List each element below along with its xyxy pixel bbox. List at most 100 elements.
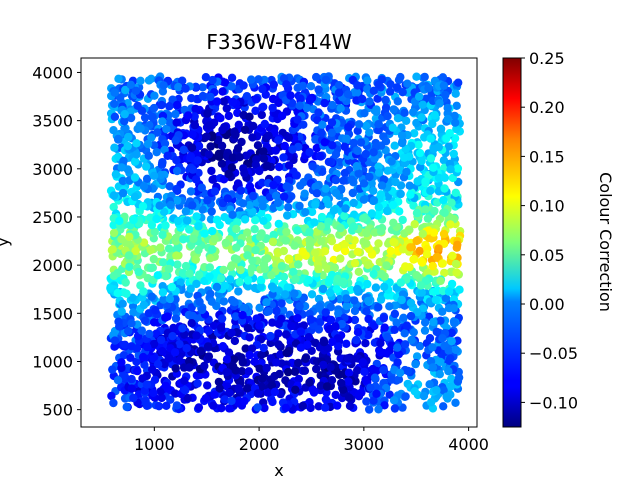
scatter-point [436, 316, 445, 325]
scatter-point [110, 143, 119, 152]
scatter-point [227, 73, 237, 83]
scatter-point [287, 321, 296, 331]
scatter-point [152, 329, 161, 338]
scatter-point [275, 369, 284, 379]
scatter-point [154, 402, 164, 411]
scatter-point [243, 228, 252, 237]
y-tick-label: 2500 [32, 208, 73, 227]
scatter-point [376, 227, 386, 236]
scatter-point [353, 284, 362, 294]
scatter-point [446, 220, 455, 229]
scatter-point [406, 243, 415, 252]
scatter-point [251, 160, 260, 169]
scatter-point [331, 150, 341, 159]
scatter-point [296, 343, 306, 352]
scatter-point [410, 129, 419, 138]
scatter-point [259, 343, 268, 353]
scatter-point [312, 143, 321, 153]
scatter-point [227, 82, 236, 91]
scatter-point [253, 141, 263, 150]
scatter-point [336, 254, 345, 263]
scatter-point [131, 86, 141, 96]
scatter-point [124, 326, 133, 336]
scatter-point [229, 355, 239, 364]
scatter-point [369, 396, 378, 405]
scatter-point [296, 327, 305, 336]
x-axis-label: x [274, 461, 283, 480]
scatter-point [387, 157, 396, 166]
scatter-point [452, 101, 461, 111]
scatter-point [349, 198, 358, 208]
scatter-point [301, 354, 310, 363]
scatter-point [109, 126, 118, 135]
scatter-point [418, 229, 427, 238]
scatter-point [201, 394, 210, 403]
scatter-point [370, 154, 379, 163]
scatter-point [127, 319, 136, 328]
scatter-point [290, 241, 299, 250]
scatter-point [237, 367, 247, 376]
scatter-point [172, 118, 181, 127]
scatter-point [172, 156, 181, 165]
scatter-point [230, 336, 240, 346]
scatter-point [122, 402, 131, 412]
scatter-point [255, 321, 264, 330]
scatter-point [220, 213, 229, 222]
scatter-point [308, 162, 317, 171]
scatter-point [147, 133, 156, 142]
scatter-point [434, 244, 443, 253]
scatter-point [453, 164, 463, 173]
scatter-point [159, 81, 168, 90]
scatter-point [171, 110, 180, 119]
scatter-point [157, 335, 166, 345]
scatter-point [166, 395, 175, 404]
scatter-point [345, 393, 354, 402]
scatter-point [439, 386, 448, 395]
scatter-point [235, 153, 244, 162]
scatter-point [248, 207, 257, 216]
scatter-point [316, 222, 326, 231]
scatter-point [114, 74, 123, 84]
scatter-point [224, 169, 233, 179]
scatter-point [179, 145, 188, 154]
scatter-point [167, 282, 177, 292]
scatter-point [142, 401, 152, 410]
scatter-point [344, 377, 353, 386]
scatter-point [279, 153, 288, 162]
scatter-point [219, 297, 229, 306]
scatter-point [115, 216, 124, 226]
scatter-point [438, 334, 447, 343]
scatter-point [245, 201, 254, 210]
scatter-point [113, 288, 122, 298]
scatter-point [262, 298, 271, 307]
scatter-point [338, 385, 348, 394]
scatter-point [441, 294, 451, 303]
scatter-point [292, 171, 301, 180]
scatter-point [418, 100, 427, 109]
scatter-point [362, 307, 371, 316]
scatter-point [268, 237, 278, 246]
scatter-point [320, 403, 330, 412]
scatter-point [369, 86, 378, 96]
scatter-point [222, 104, 231, 113]
scatter-point [157, 100, 166, 110]
scatter-point [290, 367, 300, 376]
scatter-point [185, 225, 194, 234]
scatter-point [245, 350, 254, 360]
scatter-point [238, 199, 248, 208]
scatter-point [149, 254, 158, 264]
scatter-point [430, 206, 439, 216]
scatter-point [360, 367, 369, 377]
scatter-point [310, 218, 319, 227]
scatter-point [439, 229, 449, 239]
scatter-point [227, 328, 236, 338]
scatter-point [332, 243, 342, 253]
scatter-point [354, 391, 363, 400]
scatter-point [140, 316, 150, 325]
scatter-point [317, 237, 326, 246]
scatter-point [284, 367, 293, 377]
scatter-point [184, 111, 193, 120]
scatter-point [440, 173, 450, 182]
scatter-point [200, 229, 209, 238]
scatter-point [444, 142, 453, 151]
